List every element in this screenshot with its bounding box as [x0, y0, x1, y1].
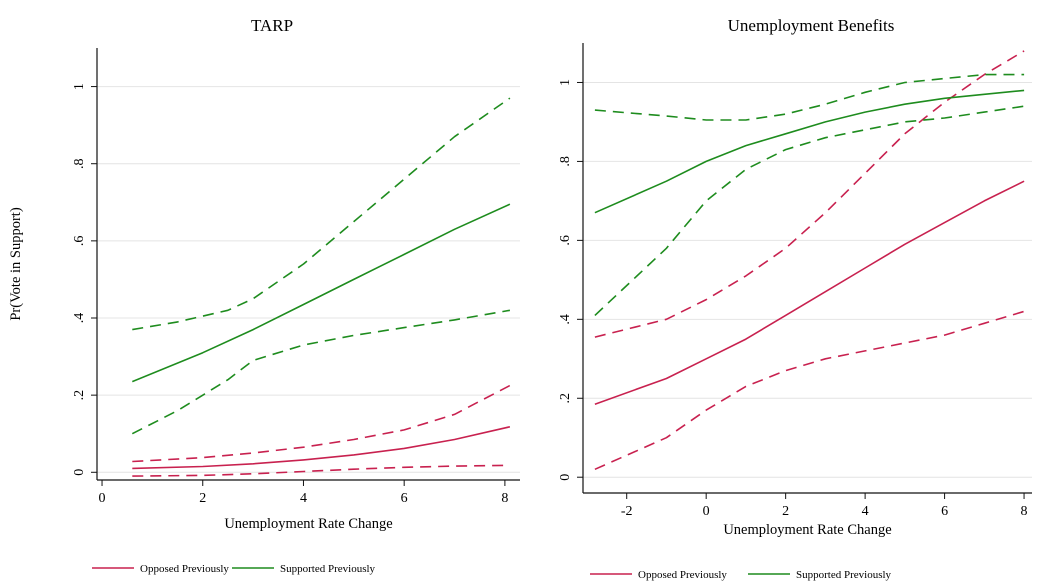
series-line-2-ci	[132, 384, 511, 463]
series-line-1	[594, 180, 1025, 405]
y-tick-label: 0	[72, 469, 87, 476]
y-tick-label: 0	[558, 474, 573, 481]
y-tick-label: 1	[72, 83, 87, 90]
x-tick-label: -2	[621, 504, 633, 519]
legend-label: Opposed Previously	[638, 569, 727, 581]
y-tick-label: 1	[558, 79, 573, 86]
x-tick-label: 0	[99, 491, 106, 506]
series-line-6-ci	[131, 309, 511, 435]
y-axis-label: Pr(Vote in Support)	[8, 207, 24, 320]
series-line-3-ci	[132, 464, 510, 477]
y-tick-label: .6	[558, 235, 573, 246]
panel-2: 0 .2 .4 .6 .8 1 -2 0 2 4 6 8 Unemployment Benefits Un…	[558, 16, 1032, 581]
series-line-6-ci	[594, 105, 1025, 316]
y-tick-label: .8	[72, 158, 87, 169]
y-tick-label: .2	[558, 393, 573, 404]
x-tick-label: 6	[401, 491, 408, 506]
x-axis-label: Unemployment Rate Change	[723, 522, 891, 538]
series-line-1	[132, 426, 511, 470]
y-tick-label: .4	[72, 313, 87, 324]
x-tick-label: 2	[782, 504, 789, 519]
legend-label: Supported Previously	[280, 563, 376, 575]
x-tick-label: 4	[862, 504, 869, 519]
chart-title: TARP	[251, 16, 293, 35]
y-tick-label: .6	[72, 236, 87, 247]
series-line-2-ci	[594, 50, 1025, 338]
x-tick-label: 0	[703, 504, 710, 519]
panel-1: 0 .2 .4 .6 .8 1 0 2 4 6 8 TARP Unemployment Rate Cha…	[8, 16, 520, 575]
series-line-4	[131, 203, 511, 383]
x-tick-label: 8	[501, 491, 508, 506]
y-tick-label: .4	[558, 314, 573, 325]
legend: Opposed Previously Supported Previously	[590, 569, 892, 581]
legend-label: Opposed Previously	[140, 563, 229, 575]
x-axis-label: Unemployment Rate Change	[224, 516, 392, 532]
series-line-4	[594, 89, 1025, 214]
x-tick-label: 6	[941, 504, 948, 519]
x-tick-label: 8	[1021, 504, 1028, 519]
legend-label: Supported Previously	[796, 569, 892, 581]
x-tick-label: 2	[199, 491, 206, 506]
y-tick-label: .8	[558, 156, 573, 167]
series-line-5-ci	[594, 73, 1025, 121]
chart-title: Unemployment Benefits	[728, 16, 895, 35]
series-line-3-ci	[594, 310, 1025, 471]
series-line-5-ci	[132, 97, 511, 331]
y-tick-label: .2	[72, 390, 87, 401]
x-tick-label: 4	[300, 491, 307, 506]
legend: Opposed Previously Supported Previously	[92, 563, 376, 575]
